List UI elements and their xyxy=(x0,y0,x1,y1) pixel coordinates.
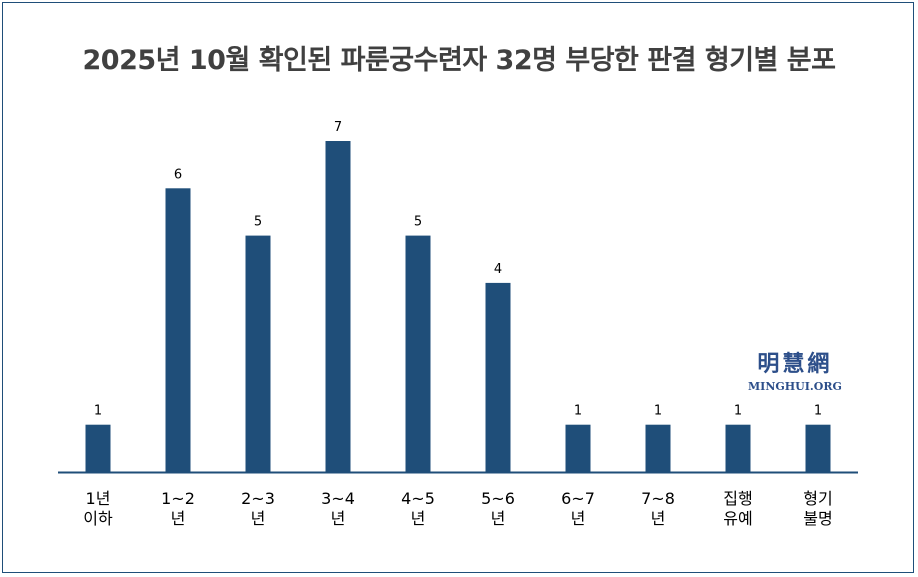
category-label: 1년 xyxy=(86,489,111,508)
category-label: 년 xyxy=(331,509,346,528)
category-label: 불명 xyxy=(803,509,832,528)
category-label: 유예 xyxy=(723,509,752,528)
category-label: 이하 xyxy=(83,509,113,528)
data-label: 7 xyxy=(334,120,342,135)
data-label: 1 xyxy=(814,404,822,419)
category-label: 년 xyxy=(491,509,506,528)
data-label: 1 xyxy=(654,404,662,419)
bar xyxy=(565,424,591,472)
bar xyxy=(405,235,431,472)
category-label: 7~8 xyxy=(641,489,675,508)
bar xyxy=(165,188,191,473)
bar xyxy=(805,424,831,472)
watermark-chinese: 明慧網 xyxy=(757,351,833,377)
minghui-watermark: 明慧網 MINGHUI.ORG xyxy=(748,346,842,393)
bar xyxy=(645,424,671,472)
category-label: 1~2 xyxy=(161,489,195,508)
category-label: 6~7 xyxy=(561,489,595,508)
category-label: 년 xyxy=(571,509,586,528)
chart-title: 2025년 10월 확인된 파룬궁수련자 32명 부당한 판결 형기별 분포 xyxy=(82,45,836,76)
bar xyxy=(485,282,511,472)
data-label: 1 xyxy=(734,404,742,419)
category-label: 년 xyxy=(251,509,266,528)
data-label: 1 xyxy=(574,404,582,419)
category-label: 년 xyxy=(651,509,666,528)
category-label: 5~6 xyxy=(481,489,515,508)
bar xyxy=(725,424,751,472)
data-label: 6 xyxy=(174,167,182,182)
category-label: 4~5 xyxy=(401,489,435,508)
data-label: 5 xyxy=(254,215,262,230)
bar xyxy=(245,235,271,472)
category-label: 년 xyxy=(411,509,426,528)
data-label: 1 xyxy=(94,404,102,419)
category-label: 형기 xyxy=(803,489,832,508)
category-label: 년 xyxy=(171,509,186,528)
category-label: 3~4 xyxy=(321,489,355,508)
category-label: 집행 xyxy=(723,489,752,508)
bar xyxy=(325,141,351,472)
watermark-english: MINGHUI.ORG xyxy=(748,380,842,393)
category-label: 2~3 xyxy=(241,489,275,508)
data-label: 5 xyxy=(414,215,422,230)
data-label: 4 xyxy=(494,262,502,277)
bar xyxy=(85,424,111,472)
